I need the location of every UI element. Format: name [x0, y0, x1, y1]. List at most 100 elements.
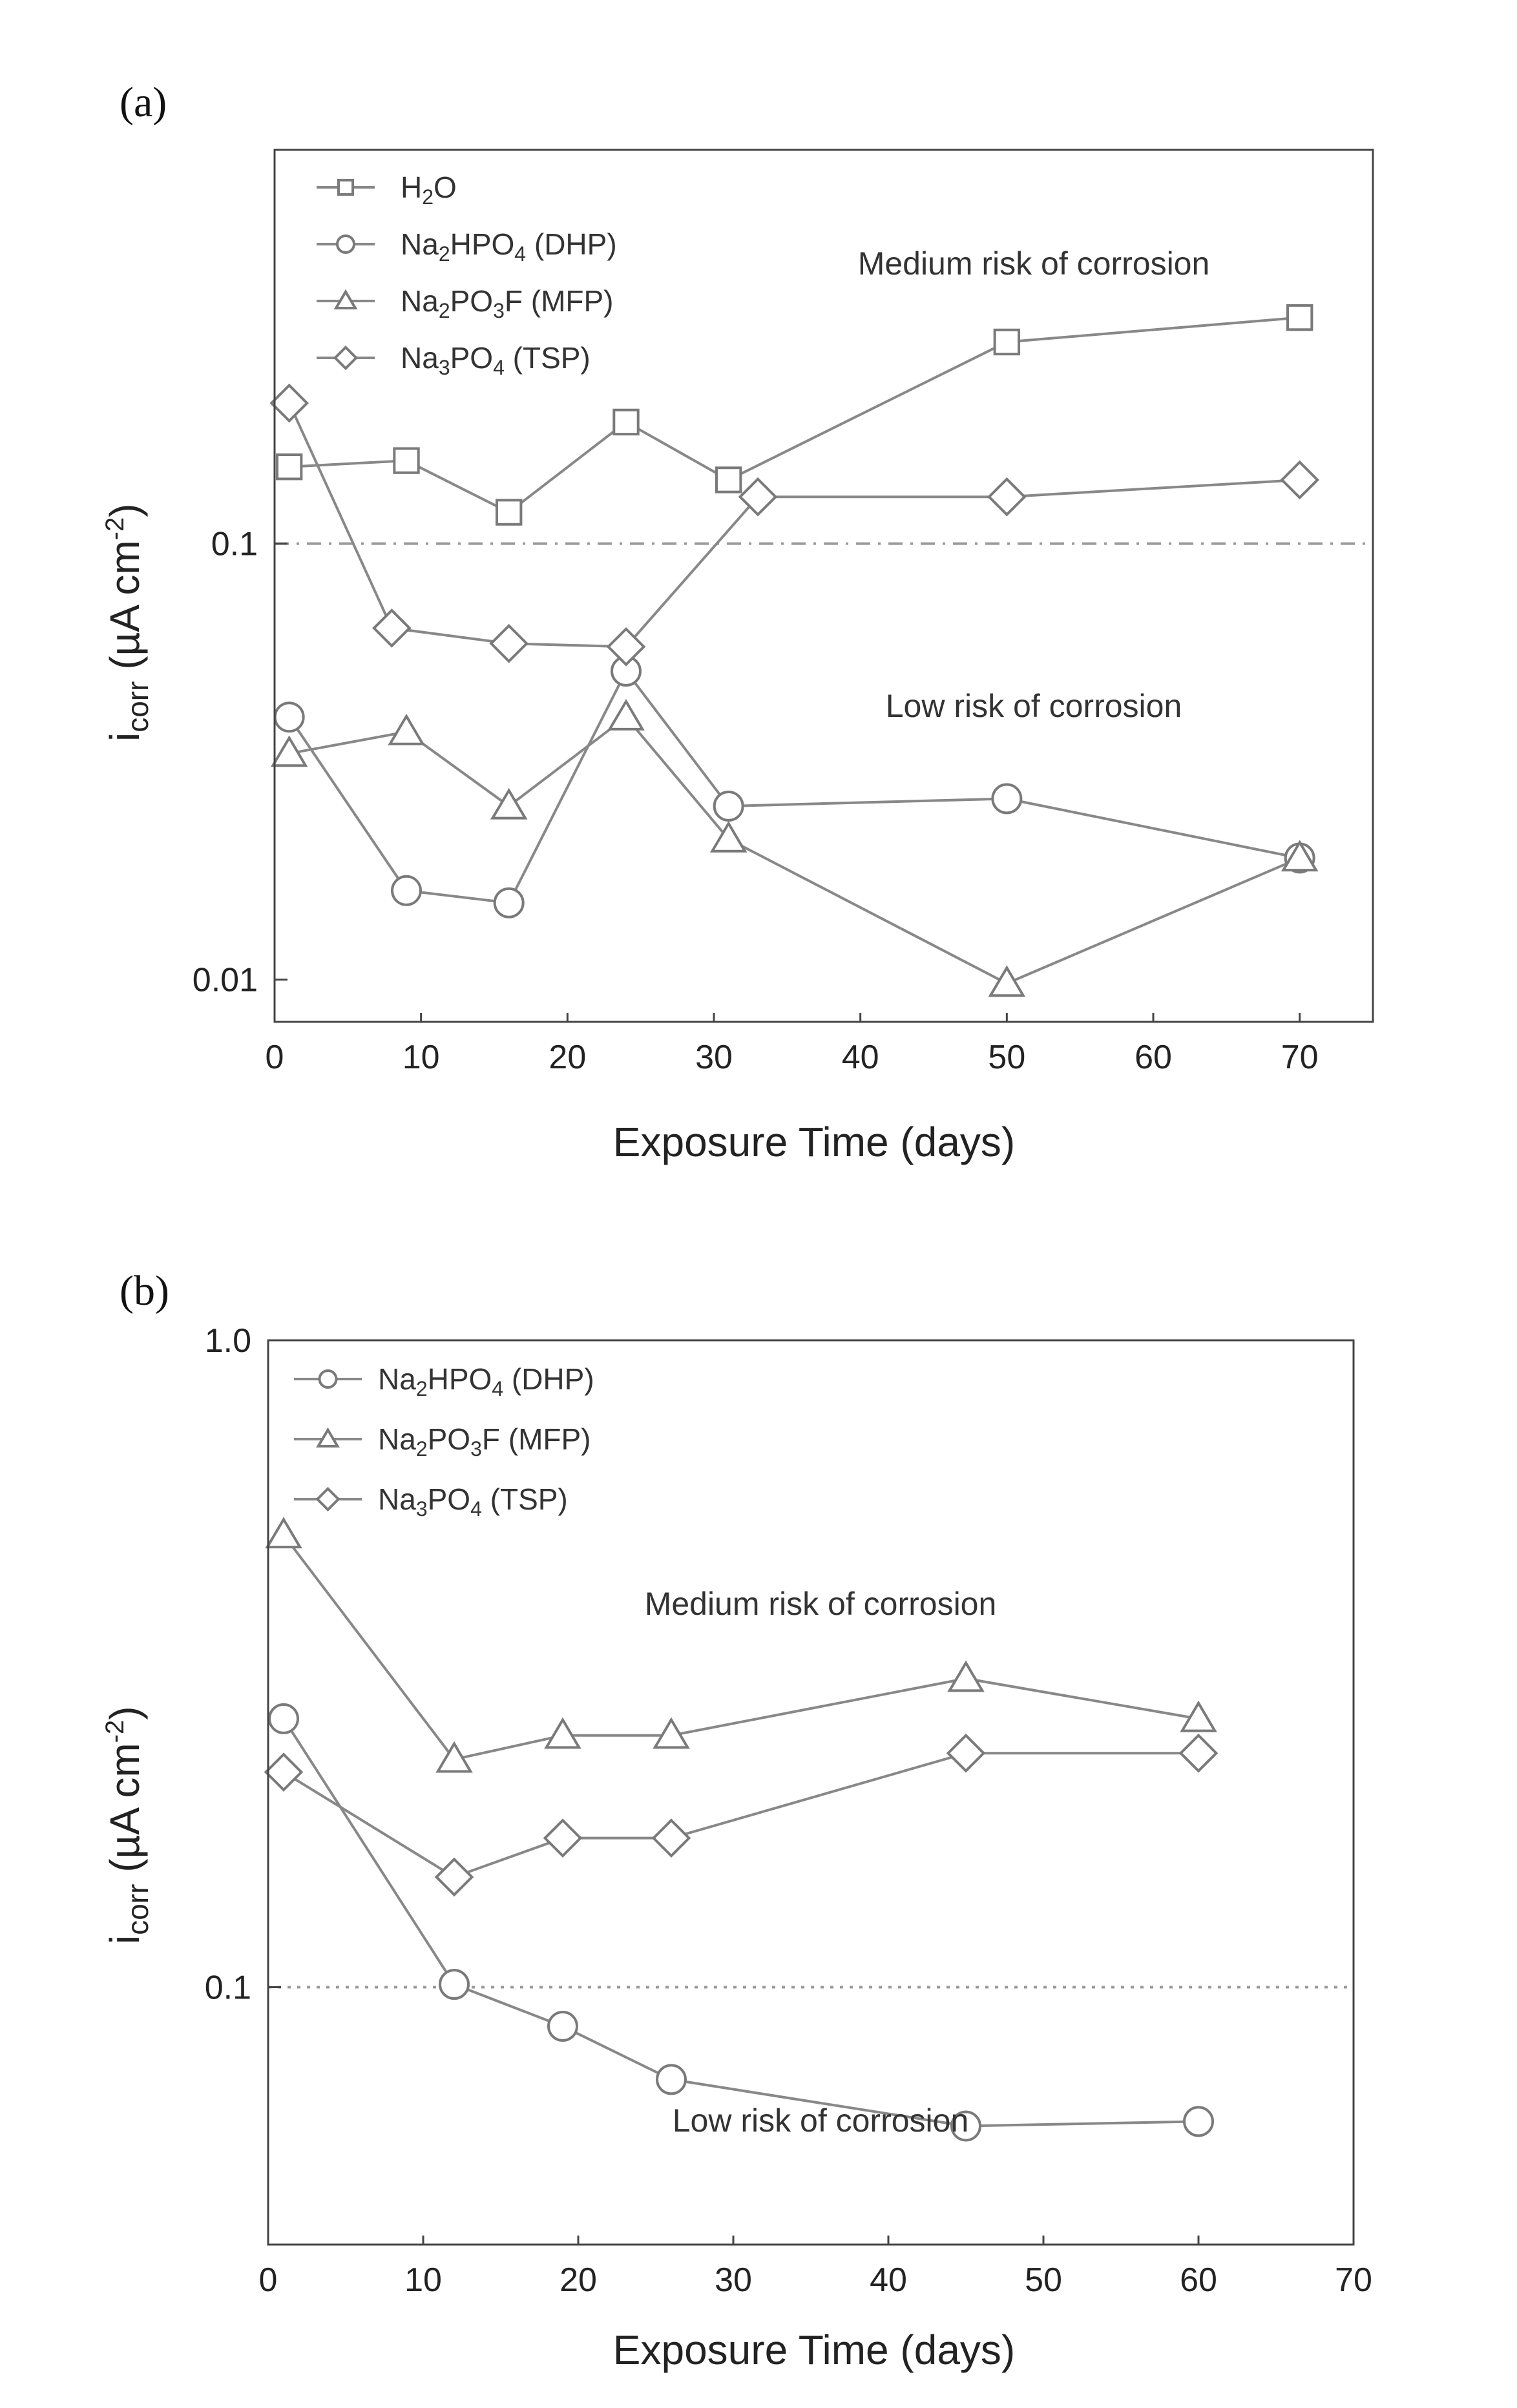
panel-b-legend-label: Na2HPO4 (DHP)	[378, 1362, 594, 1400]
panel-a-plot-frame	[273, 149, 1374, 1023]
panel-a-point-square	[275, 453, 303, 481]
panel-a-x-tick-label: 70	[1281, 1039, 1319, 1076]
panel-a-legend-marker-square	[337, 178, 355, 196]
panel-b-y-axis-label: icorr (µA cm-2)	[101, 1706, 154, 1944]
panel-a-point-triangle	[270, 735, 308, 767]
panel-b-x-axis-label: Exposure Time (days)	[613, 2327, 1015, 2373]
panel-b-point-circle	[547, 2011, 578, 2042]
panel-a-legend-marker-circle	[336, 234, 355, 254]
panel-b-series-line-diamond	[282, 1752, 1198, 1879]
panel-a-y-axis-label: icorr (µA cm-2)	[101, 503, 154, 742]
panel-b-legend-marker-circle	[318, 1369, 338, 1389]
panel-a-legend-label: Na2PO3F (MFP)	[401, 284, 614, 322]
panel-a-point-square	[1286, 304, 1313, 331]
panel-b-legend-marker-triangle	[316, 1427, 340, 1448]
panel-b-point-triangle	[544, 1717, 581, 1749]
panel-b-x-tick-label: 20	[560, 2261, 597, 2299]
panel-a-point-diamond	[1280, 460, 1319, 500]
panel-a-point-circle	[713, 790, 744, 822]
panel-a-series-line-diamond	[288, 402, 1300, 649]
panel-b-point-diamond	[946, 1733, 986, 1773]
panel-b-x-tick-label: 10	[404, 2261, 442, 2299]
panel-b-legend: Na2HPO4 (DHP) Na2PO3F (MFP) Na3PO4 (TSP)	[294, 1362, 594, 1521]
panel-b-point-triangle	[947, 1660, 985, 1692]
panel-a-series-line-square	[289, 316, 1300, 514]
panel-b-point-diamond	[1178, 1733, 1219, 1773]
panel-a-chart: (a) icorr (µA cm-2) Exposure Time (days)…	[101, 79, 1374, 1165]
panel-a-x-axis-label: Exposure Time (days)	[613, 1119, 1015, 1165]
panel-b-x-tick-label: 30	[715, 2261, 752, 2299]
panel-b-series-line-circle	[282, 1718, 1199, 2128]
panel-a-annotation: Low risk of corrosion	[886, 688, 1182, 724]
panel-b-annotation: Low risk of corrosion	[673, 2102, 969, 2139]
panel-b-legend-label: Na3PO4 (TSP)	[378, 1482, 568, 1521]
panel-b-point-triangle	[435, 1741, 473, 1773]
panel-b-x-tick-label: 70	[1335, 2261, 1372, 2299]
panel-a-point-diamond	[269, 383, 309, 423]
panel-a-point-square	[393, 447, 420, 474]
panel-b-annotation: Medium risk of corrosion	[645, 1586, 997, 1622]
panel-b-legend-marker-diamond	[315, 1486, 340, 1512]
panel-a-point-diamond	[738, 477, 778, 517]
panel-a-point-diamond	[372, 608, 412, 648]
panel-b-legend-label: Na2PO3F (MFP)	[378, 1422, 591, 1460]
panel-b-point-circle	[950, 2110, 981, 2142]
panel-b-series-line-triangle	[282, 1534, 1199, 1761]
panel-b-point-triangle	[1180, 1700, 1217, 1732]
panel-a-point-circle	[391, 875, 422, 906]
panel-a-x-tick-label: 30	[695, 1039, 733, 1076]
panel-a-legend-label: H2O	[401, 171, 457, 209]
panel-a-point-triangle	[490, 787, 528, 820]
panel-a-point-diamond	[489, 623, 528, 663]
panel-a-point-triangle	[988, 965, 1026, 997]
panel-a-point-circle	[493, 887, 525, 919]
panel-b-point-triangle	[653, 1717, 690, 1749]
panel-a-point-triangle	[1281, 840, 1319, 872]
panel-a-point-circle	[991, 783, 1023, 815]
panel-a-x-tick-label: 10	[403, 1039, 440, 1076]
panel-a-legend: H2O Na2HPO4 (DHP) Na2PO3F (MFP) Na3PO4 (TSP…	[317, 171, 617, 379]
panel-a-y-tick-label: 0.1	[211, 526, 258, 563]
panel-a-point-triangle	[709, 820, 748, 853]
panel-a-point-square	[612, 408, 640, 436]
panel-b-point-diamond	[543, 1818, 583, 1858]
panel-a-point-triangle	[607, 699, 645, 731]
panel-a-point-square	[993, 328, 1021, 356]
panel-b-y-tick-label: 0.1	[205, 1969, 251, 2006]
panel-a-label: (a)	[120, 79, 167, 126]
panel-a-x-tick-label: 20	[549, 1039, 586, 1076]
panel-b-chart: (b) icorr (µA cm-2) Exposure Time (days)…	[101, 1267, 1372, 2373]
panel-a-point-diamond	[606, 627, 646, 667]
panel-a-point-diamond	[987, 477, 1027, 517]
panel-b-plot-frame	[267, 1339, 1355, 2246]
panel-a-point-square	[715, 466, 742, 493]
panel-a-legend-label: Na2HPO4 (DHP)	[401, 227, 617, 265]
panel-b-point-circle	[268, 1703, 299, 1734]
panel-a-annotation: Medium risk of corrosion	[858, 245, 1210, 282]
panel-a-legend-label: Na3PO4 (TSP)	[401, 341, 591, 379]
panel-b-x-tick-label: 40	[870, 2261, 907, 2299]
panel-b-x-tick-label: 0	[259, 2261, 278, 2299]
panel-a-point-square	[495, 499, 523, 526]
panel-a-point-circle	[273, 701, 305, 733]
panel-a-series-line-triangle	[289, 715, 1301, 985]
panel-b-point-diamond	[651, 1818, 691, 1858]
panel-a-x-tick-label: 60	[1135, 1039, 1172, 1076]
panel-b-point-circle	[656, 2064, 687, 2095]
panel-b-x-tick-label: 60	[1180, 2261, 1217, 2299]
panel-b-y-tick-label: 1.0	[205, 1322, 251, 1360]
panel-a-legend-marker-triangle	[333, 289, 358, 310]
panel-b-x-tick-label: 50	[1025, 2261, 1062, 2299]
panel-b-point-circle	[439, 1969, 470, 2000]
panel-a-x-tick-label: 0	[266, 1039, 284, 1076]
panel-a-legend-marker-diamond	[333, 345, 359, 371]
panel-b-point-diamond	[434, 1857, 474, 1897]
panel-a-point-triangle	[388, 713, 425, 745]
panel-a-x-tick-label: 50	[988, 1039, 1025, 1076]
panel-b-label: (b)	[120, 1267, 169, 1314]
panel-b-point-circle	[1183, 2106, 1214, 2137]
panel-a-x-tick-label: 40	[842, 1039, 879, 1076]
panel-a-y-tick-label: 0.01	[193, 962, 258, 999]
panel-b-point-triangle	[265, 1517, 302, 1549]
